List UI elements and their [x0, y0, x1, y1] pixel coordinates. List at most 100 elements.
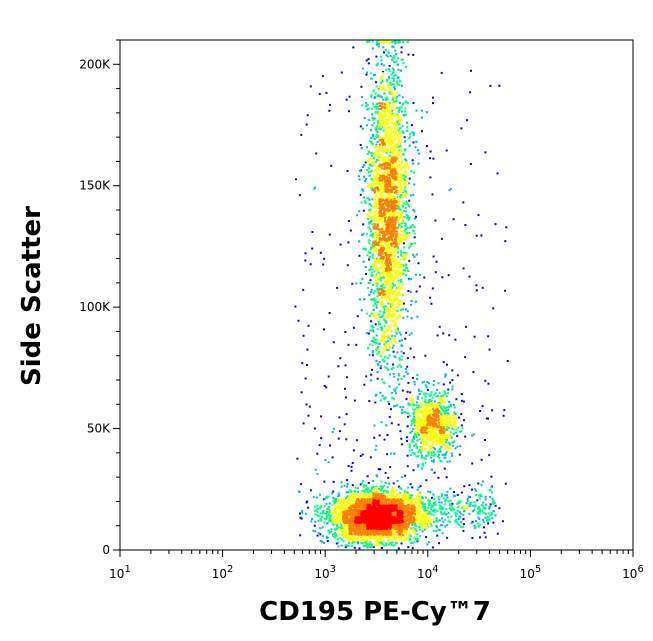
event-point [328, 517, 331, 519]
event-point [423, 276, 426, 279]
event-point [409, 290, 412, 293]
event-point [407, 402, 410, 405]
event-point [404, 474, 407, 477]
event-point [406, 310, 409, 313]
event-point [371, 184, 373, 187]
event-point [417, 464, 420, 466]
event-point [380, 81, 382, 84]
event-point [408, 177, 411, 180]
event-point [365, 273, 367, 275]
event-point [479, 536, 481, 539]
event-point [377, 351, 380, 354]
event-point [445, 409, 448, 412]
event-point [398, 165, 401, 168]
event-point [305, 501, 308, 504]
event-point [375, 341, 378, 344]
event-point [370, 324, 373, 327]
event-point [441, 506, 444, 509]
event-point [488, 454, 491, 457]
event-point [387, 149, 390, 152]
event-point [404, 149, 407, 152]
event-point [382, 397, 385, 400]
event-point [420, 521, 423, 524]
event-point [382, 311, 385, 314]
event-point [421, 467, 424, 470]
event-point [408, 259, 411, 262]
event-point [338, 416, 341, 419]
event-point [384, 356, 387, 359]
event-point [485, 417, 488, 420]
event-point [338, 516, 341, 519]
event-point [469, 501, 472, 504]
event-point [406, 129, 409, 132]
event-point [394, 390, 397, 393]
event-point [428, 401, 430, 404]
event-point [394, 404, 397, 407]
event-point [337, 526, 340, 529]
event-point [368, 157, 371, 160]
event-point [416, 537, 419, 540]
event-point [339, 529, 342, 532]
event-point [411, 500, 413, 503]
event-point [462, 518, 465, 521]
event-point [382, 312, 385, 315]
event-point [387, 195, 390, 198]
event-point [371, 536, 374, 539]
event-point [432, 460, 435, 463]
event-point [363, 490, 366, 493]
event-point [444, 445, 447, 448]
event-point [401, 161, 403, 164]
event-point [336, 538, 339, 541]
event-point [371, 164, 374, 167]
event-point [451, 369, 454, 372]
event-point [449, 503, 452, 506]
event-point [475, 520, 478, 522]
event-point [402, 62, 405, 65]
event-point [440, 399, 443, 402]
event-point [300, 391, 303, 394]
event-point [396, 365, 399, 368]
event-point [380, 488, 383, 491]
event-point [362, 260, 365, 263]
event-point [387, 476, 390, 479]
event-point [478, 512, 481, 515]
event-point [399, 406, 402, 408]
event-point [377, 135, 380, 138]
event-point [377, 153, 380, 156]
event-point [376, 141, 379, 143]
event-point [446, 363, 448, 366]
event-point [392, 538, 395, 541]
event-point [396, 196, 399, 198]
event-point [371, 328, 374, 331]
event-point [378, 112, 381, 115]
event-point [382, 485, 384, 488]
event-point [360, 147, 363, 150]
event-point [486, 515, 488, 518]
event-point [421, 516, 424, 519]
event-point [299, 516, 302, 519]
event-point [377, 342, 380, 345]
event-point [371, 545, 374, 548]
event-point [386, 298, 389, 301]
event-point [397, 157, 400, 159]
event-point [368, 258, 371, 261]
event-point [321, 540, 324, 543]
event-point [405, 308, 408, 311]
event-point [404, 228, 407, 231]
event-point [372, 178, 375, 180]
event-point [335, 507, 337, 510]
event-point [421, 439, 424, 442]
event-point [388, 140, 391, 143]
event-point [478, 505, 481, 508]
event-point [400, 293, 403, 296]
event-point [463, 419, 465, 422]
event-point [304, 377, 307, 380]
event-point [370, 107, 373, 110]
event-point [407, 499, 410, 502]
event-point [371, 170, 374, 173]
event-point [487, 382, 490, 385]
event-point [389, 466, 392, 469]
event-point [388, 313, 391, 315]
event-point [421, 404, 424, 407]
event-point [484, 508, 487, 511]
